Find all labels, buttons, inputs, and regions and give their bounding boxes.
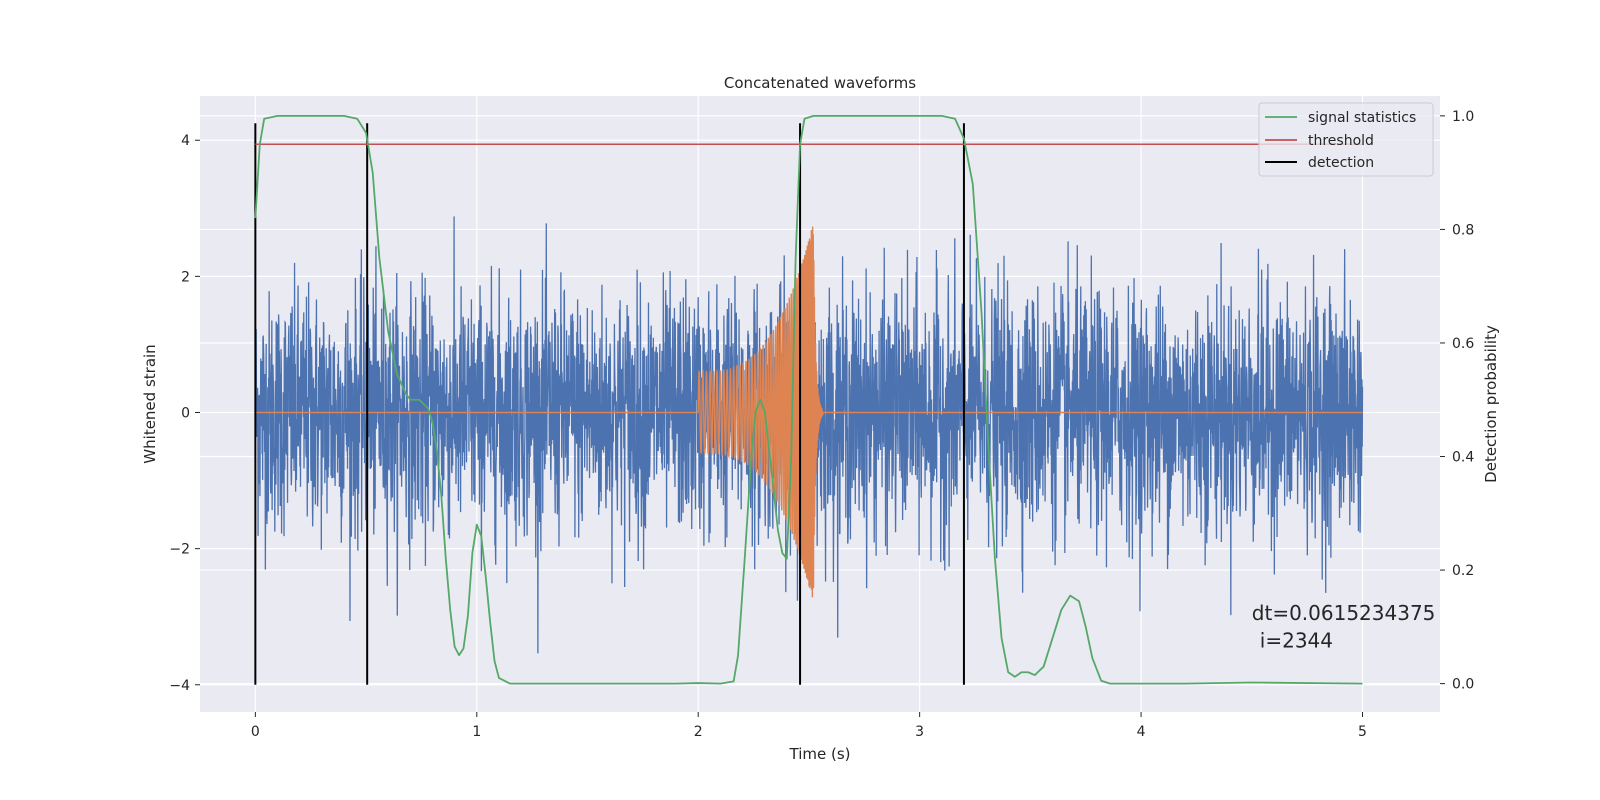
x-tick-label: 2	[694, 724, 703, 740]
x-tick-label: 0	[251, 724, 260, 740]
y-right-tick-label: 1.0	[1452, 109, 1474, 125]
y-left-tick-label: −2	[169, 542, 190, 558]
x-axis-label: Time (s)	[789, 745, 851, 763]
annotation: dt=0.0615234375 i=2344	[1252, 601, 1436, 652]
axes-layer: 0 1 2 3 4 5 −4 −2 0 2 4 0.0 0.2 0.4 0.6 0.8 1.0	[169, 109, 1474, 740]
y-left-tick-label: 2	[181, 269, 190, 285]
legend-label-signal-statistics: signal statistics	[1308, 110, 1416, 126]
y-right-tick-label: 0.8	[1452, 222, 1474, 238]
x-tick-label: 1	[472, 724, 481, 740]
legend: signal statistics threshold detection	[1258, 102, 1434, 177]
y-left-tick-label: 0	[181, 406, 190, 422]
y-axis-label-left: Whitened strain	[141, 344, 159, 463]
y-left-tick-label: 4	[181, 133, 190, 149]
x-tick-label: 3	[915, 724, 924, 740]
legend-box	[1258, 102, 1434, 177]
series-layer	[254, 114, 1364, 685]
y-left-tick-label: −4	[169, 678, 190, 694]
legend-label-threshold: threshold	[1308, 133, 1374, 149]
y-right-tick-label: 0.4	[1452, 450, 1474, 466]
annotation-index: i=2344	[1260, 628, 1333, 652]
chirp-signal-line	[255, 226, 1363, 598]
legend-label-detection: detection	[1308, 155, 1374, 171]
y-right-tick-label: 0.6	[1452, 336, 1474, 352]
y-right-tick-label: 0.2	[1452, 563, 1474, 579]
x-tick-label: 5	[1358, 724, 1367, 740]
chart-title: Concatenated waveforms	[724, 74, 916, 92]
signal-statistics-line	[254, 114, 1363, 685]
annotation-dt: dt=0.0615234375	[1252, 601, 1436, 625]
y-axis-label-right: Detection probability	[1482, 325, 1500, 483]
y-right-tick-label: 0.0	[1452, 677, 1474, 693]
x-tick-label: 4	[1137, 724, 1146, 740]
